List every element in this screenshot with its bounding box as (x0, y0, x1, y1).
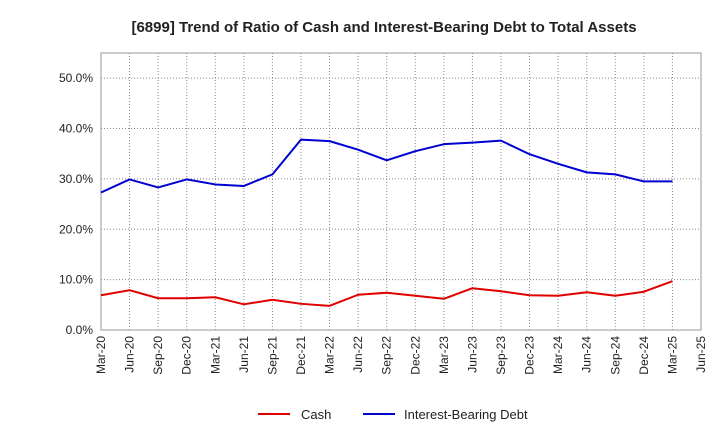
x-tick-label: Jun-20 (123, 336, 137, 373)
y-tick-label: 20.0% (59, 222, 93, 236)
y-tick-label: 40.0% (59, 122, 93, 136)
x-tick-label: Sep-20 (151, 336, 165, 375)
y-tick-label: 10.0% (59, 273, 93, 287)
x-tick-label: Dec-22 (408, 336, 422, 375)
x-tick-label: Sep-24 (608, 336, 622, 375)
x-tick-label: Mar-22 (323, 336, 337, 374)
grid (100, 52, 702, 331)
plot-area (100, 52, 702, 331)
legend-label-cash: Cash (301, 407, 331, 422)
x-tick-label: Jun-23 (465, 336, 479, 373)
axes: 0.0% 10.0% 20.0% 30.0% 40.0% 50.0% Mar-20 Jun-2… (59, 71, 708, 375)
x-tick-label: Jun-25 (694, 336, 708, 373)
x-tick-label: Dec-20 (180, 336, 194, 375)
x-tick-label: Jun-24 (580, 336, 594, 373)
x-tick-label: Sep-22 (380, 336, 394, 375)
series-lines (100, 138, 673, 307)
legend: Cash Interest-Bearing Debt (258, 407, 528, 422)
x-tick-label: Mar-24 (551, 336, 565, 374)
x-tick-label: Mar-25 (665, 336, 679, 374)
x-tick-label: Dec-21 (294, 336, 308, 375)
series-line-interest-bearing-debt (100, 138, 673, 194)
x-tick-label: Mar-20 (94, 336, 108, 374)
x-tick-label: Mar-21 (208, 336, 222, 374)
x-tick-label: Dec-24 (637, 336, 651, 375)
x-tick-label: Dec-23 (523, 336, 537, 375)
x-tick-label: Mar-23 (437, 336, 451, 374)
chart-title: [6899] Trend of Ratio of Cash and Intere… (131, 19, 636, 36)
y-tick-label: 50.0% (59, 71, 93, 85)
x-tick-label: Jun-21 (237, 336, 251, 373)
x-tick-label: Sep-21 (265, 336, 279, 375)
y-tick-label: 0.0% (66, 323, 94, 337)
x-tick-label: Sep-23 (494, 336, 508, 375)
y-tick-label: 30.0% (59, 172, 93, 186)
x-tick-label: Jun-22 (351, 336, 365, 373)
series-line-cash (100, 280, 673, 307)
legend-label-interest-bearing-debt: Interest-Bearing Debt (404, 407, 528, 422)
